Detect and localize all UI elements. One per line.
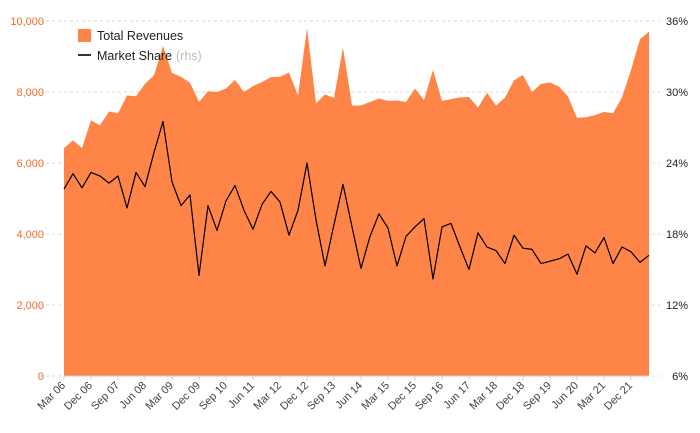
- x-tick-label: Mar 12: [251, 380, 284, 413]
- x-tick-label: Dec 18: [494, 380, 527, 413]
- market-share-line-layer: [63, 120, 650, 280]
- y-left-tick-label: 6,000: [16, 158, 44, 170]
- x-tick-label: Dec 06: [62, 380, 95, 413]
- x-tick-label: Jun 08: [117, 380, 149, 412]
- svg-text:Market Share(rhs): Market Share (rhs): [97, 49, 202, 63]
- x-tick-label: Mar 06: [35, 380, 68, 413]
- y-left-tick-label: 2,000: [16, 300, 44, 312]
- x-tick-label: Dec 09: [170, 380, 203, 413]
- x-tick-label: Sep 16: [413, 380, 446, 413]
- y-right-tick-label: 12%: [666, 300, 688, 312]
- legend-swatch-total-revenues: [78, 29, 91, 42]
- x-tick-label: Mar 15: [359, 380, 392, 413]
- x-tick-label: Dec 12: [278, 380, 311, 413]
- x-tick-label: Mar 21: [575, 380, 608, 413]
- y-right-tick-label: 24%: [666, 158, 688, 170]
- legend: Total Revenues Market Share (rhs): [78, 29, 202, 63]
- y-left-tick-label: 4,000: [16, 229, 44, 241]
- x-tick-label: Dec 15: [386, 380, 419, 413]
- x-tick-label: Mar 09: [143, 380, 176, 413]
- x-tick-label: Sep 07: [89, 380, 122, 413]
- legend-label-market-share-suffix: (rhs): [176, 49, 202, 63]
- legend-label-market-share: Market Share: [97, 49, 172, 63]
- x-tick-label: Jun 14: [333, 380, 365, 412]
- y-right-tick-label: 6%: [672, 371, 688, 383]
- y-right-tick-label: 36%: [666, 16, 688, 28]
- y-left-tick-label: 10,000: [10, 16, 44, 28]
- x-tick-label: Sep 10: [197, 380, 230, 413]
- legend-label-total-revenues: Total Revenues: [97, 29, 183, 43]
- y-left-tick-label: 0: [38, 371, 44, 383]
- x-tick-label: Mar 18: [467, 380, 500, 413]
- x-tick-label: Dec 21: [602, 380, 635, 413]
- x-tick-label: Jun 17: [441, 380, 473, 412]
- y-right-tick-label: 18%: [666, 229, 688, 241]
- market-share-line: [63, 120, 650, 280]
- y-left-tick-label: 8,000: [16, 87, 44, 99]
- revenue-area-layer: [64, 28, 649, 376]
- y-right-tick-label: 30%: [666, 87, 688, 99]
- x-tick-label: Jun 20: [549, 380, 581, 412]
- total-revenues-area: [64, 28, 649, 376]
- x-tick-label: Sep 19: [521, 380, 554, 413]
- x-tick-label: Sep 13: [305, 380, 338, 413]
